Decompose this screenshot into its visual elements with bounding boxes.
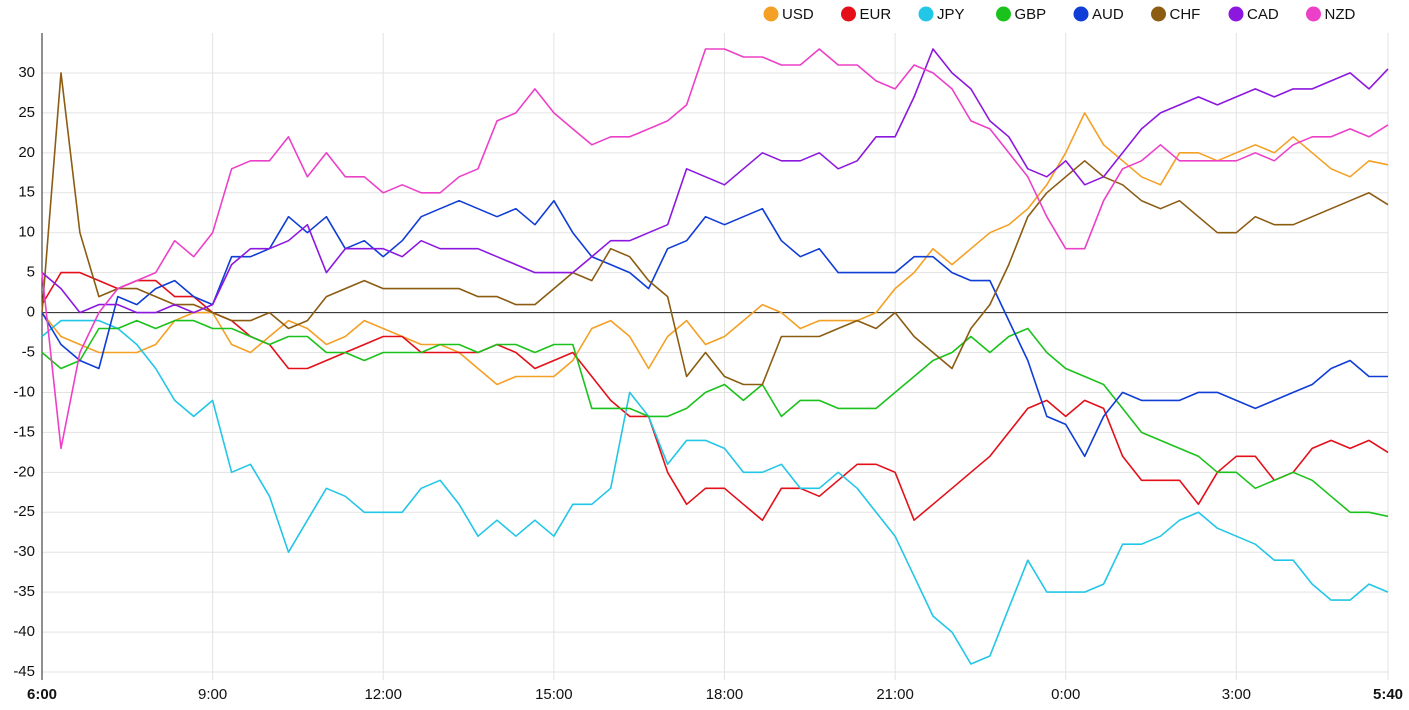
series-line: [41, 271, 1389, 521]
y-tick-label: -40: [13, 623, 35, 640]
series-line: [41, 112, 1389, 386]
y-tick-label: 15: [18, 184, 35, 201]
y-tick-label: 10: [18, 224, 35, 241]
series-line: [41, 72, 1389, 386]
series-line: [41, 319, 1389, 665]
x-tick-label: 12:00: [364, 686, 402, 703]
y-tick-label: -10: [13, 383, 35, 400]
legend-swatch: [841, 6, 856, 22]
y-tick-label: -25: [13, 503, 35, 520]
legend-swatch: [1228, 6, 1244, 22]
legend-swatch: [1306, 6, 1321, 22]
legend-swatch: [996, 6, 1011, 22]
x-tick-label: 21:00: [876, 686, 914, 703]
x-tick-label: 6:00: [27, 686, 57, 703]
x-tick-label: 5:40: [1373, 686, 1403, 703]
y-tick-label: 20: [18, 144, 35, 161]
legend-swatch: [918, 6, 934, 22]
legend-label: CAD: [1247, 6, 1279, 23]
legend-label: JPY: [937, 6, 965, 23]
legend-swatch: [1073, 6, 1089, 22]
y-tick-label: 25: [18, 104, 35, 121]
legend-swatch: [1151, 6, 1166, 22]
legend-label: NZD: [1325, 6, 1356, 23]
legend-label: USD: [782, 6, 814, 23]
x-tick-label: 3:00: [1222, 686, 1251, 703]
x-tick-label: 18:00: [706, 686, 744, 703]
y-tick-label: 0: [27, 304, 35, 321]
legend-label: CHF: [1170, 6, 1201, 23]
legend-swatch: [763, 6, 779, 22]
y-tick-label: 30: [18, 64, 35, 81]
y-tick-label: -45: [13, 663, 35, 680]
x-tick-label: 9:00: [198, 686, 227, 703]
legend-label: EUR: [860, 6, 892, 23]
y-tick-label: -20: [13, 463, 35, 480]
legend-label: GBP: [1015, 6, 1047, 23]
y-tick-label: 5: [27, 264, 35, 281]
series-line: [41, 48, 1389, 450]
series-line: [41, 199, 1388, 458]
y-tick-label: -15: [13, 423, 35, 440]
series-line: [41, 48, 1389, 314]
y-tick-label: -30: [13, 543, 35, 560]
y-tick-label: -5: [22, 343, 35, 360]
y-tick-label: -35: [13, 583, 35, 600]
legend-label: AUD: [1092, 6, 1124, 23]
x-tick-label: 0:00: [1051, 686, 1080, 703]
series-line: [41, 319, 1389, 518]
x-tick-label: 15:00: [535, 686, 573, 703]
